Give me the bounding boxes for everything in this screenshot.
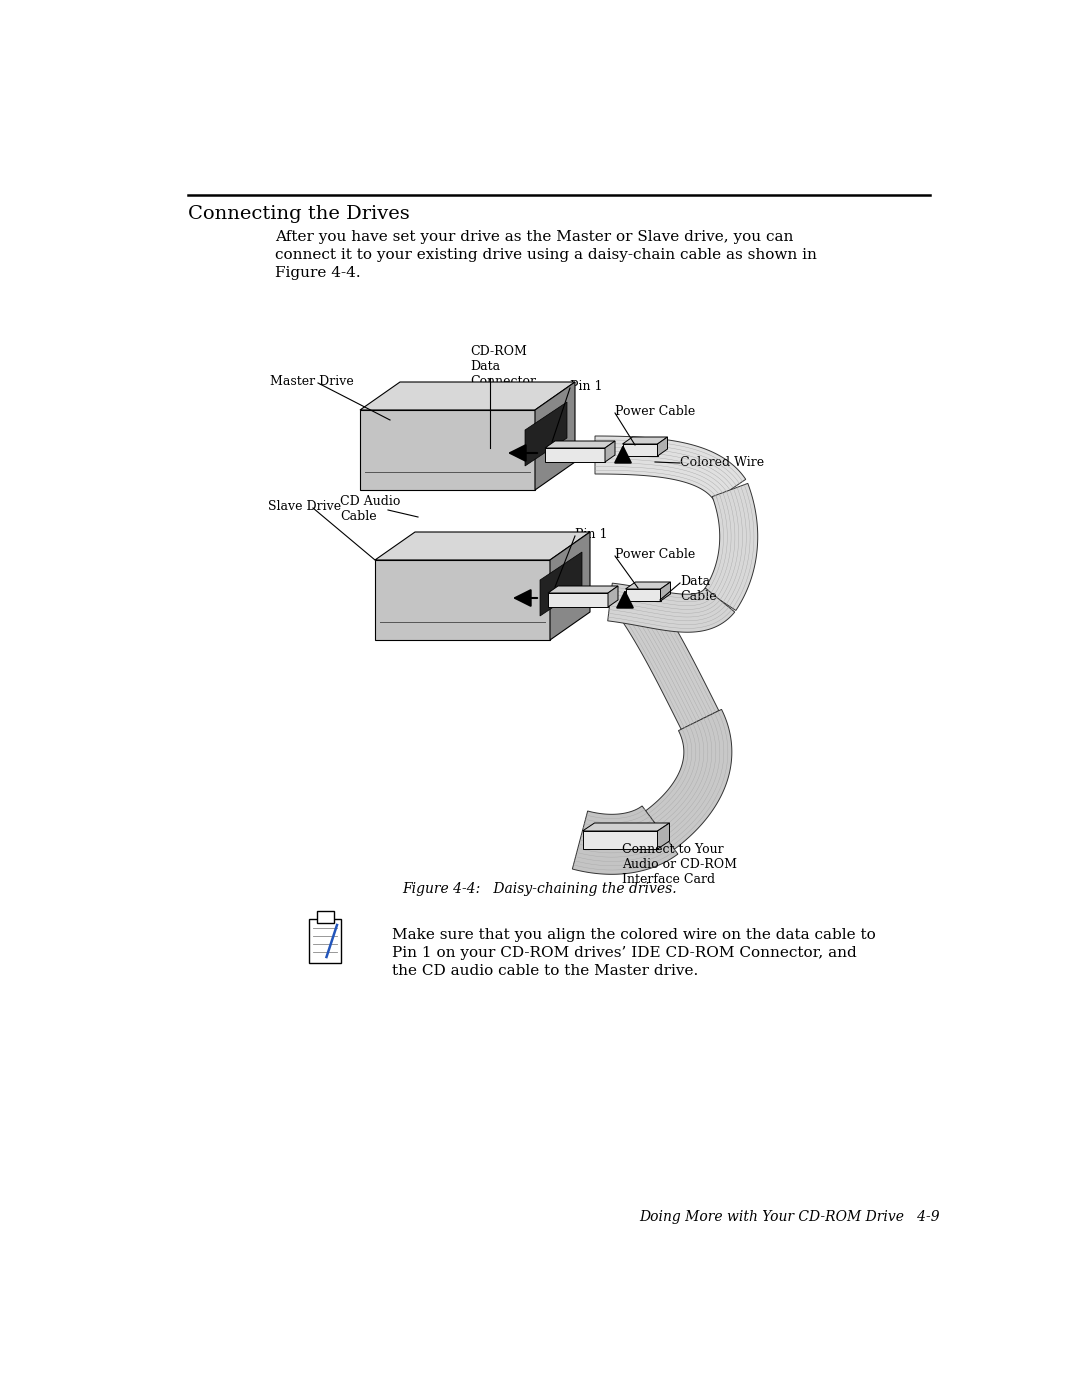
Polygon shape bbox=[605, 441, 615, 462]
FancyBboxPatch shape bbox=[316, 911, 334, 923]
Polygon shape bbox=[622, 598, 719, 729]
Text: Master Drive: Master Drive bbox=[270, 374, 354, 388]
Text: Power Cable: Power Cable bbox=[615, 405, 696, 418]
Polygon shape bbox=[360, 381, 575, 409]
Polygon shape bbox=[582, 831, 658, 849]
Text: CD-ROM
Data
Connector: CD-ROM Data Connector bbox=[470, 345, 536, 388]
Text: Make sure that you align the colored wire on the data cable to: Make sure that you align the colored wir… bbox=[392, 928, 876, 942]
Text: CD Audio
Cable: CD Audio Cable bbox=[340, 495, 401, 522]
Polygon shape bbox=[658, 823, 670, 849]
Polygon shape bbox=[704, 483, 758, 610]
Polygon shape bbox=[550, 532, 590, 640]
Polygon shape bbox=[548, 592, 608, 608]
Text: Connect to Your
Audio or CD-ROM
Interface Card: Connect to Your Audio or CD-ROM Interfac… bbox=[622, 842, 737, 886]
Polygon shape bbox=[540, 552, 582, 616]
Text: Power Cable: Power Cable bbox=[615, 548, 696, 562]
Polygon shape bbox=[535, 381, 575, 490]
Text: Connecting the Drives: Connecting the Drives bbox=[188, 205, 409, 224]
Polygon shape bbox=[548, 585, 618, 592]
Polygon shape bbox=[622, 444, 658, 455]
Text: Colored Wire: Colored Wire bbox=[680, 455, 765, 469]
Text: Slave Drive: Slave Drive bbox=[268, 500, 341, 513]
Text: the CD audio cable to the Master drive.: the CD audio cable to the Master drive. bbox=[392, 964, 699, 978]
Polygon shape bbox=[658, 437, 667, 455]
Polygon shape bbox=[646, 710, 732, 849]
Polygon shape bbox=[625, 583, 671, 590]
Polygon shape bbox=[625, 590, 661, 601]
Text: Doing More with Your CD-ROM Drive   4-9: Doing More with Your CD-ROM Drive 4-9 bbox=[639, 1210, 941, 1224]
Text: Pin 1: Pin 1 bbox=[575, 528, 607, 541]
Text: connect it to your existing drive using a daisy-chain cable as shown in: connect it to your existing drive using … bbox=[275, 249, 816, 263]
Text: After you have set your drive as the Master or Slave drive, you can: After you have set your drive as the Mas… bbox=[275, 231, 794, 244]
Text: Figure 4-4:   Daisy-chaining the drives.: Figure 4-4: Daisy-chaining the drives. bbox=[403, 882, 677, 895]
Text: Figure 4-4.: Figure 4-4. bbox=[275, 265, 361, 279]
Polygon shape bbox=[661, 583, 671, 601]
Polygon shape bbox=[622, 437, 667, 444]
Polygon shape bbox=[360, 409, 535, 490]
FancyBboxPatch shape bbox=[309, 919, 341, 963]
Polygon shape bbox=[608, 583, 734, 633]
Text: Pin 1 on your CD-ROM drives’ IDE CD-ROM Connector, and: Pin 1 on your CD-ROM drives’ IDE CD-ROM … bbox=[392, 946, 856, 960]
Polygon shape bbox=[608, 585, 618, 608]
Polygon shape bbox=[582, 823, 670, 831]
Polygon shape bbox=[525, 402, 567, 467]
Polygon shape bbox=[375, 560, 550, 640]
Polygon shape bbox=[572, 806, 678, 875]
Polygon shape bbox=[545, 441, 615, 448]
Polygon shape bbox=[545, 448, 605, 462]
Text: Data
Cable: Data Cable bbox=[680, 576, 717, 604]
Polygon shape bbox=[375, 532, 590, 560]
Text: Pin 1: Pin 1 bbox=[570, 380, 603, 393]
Polygon shape bbox=[595, 436, 745, 500]
